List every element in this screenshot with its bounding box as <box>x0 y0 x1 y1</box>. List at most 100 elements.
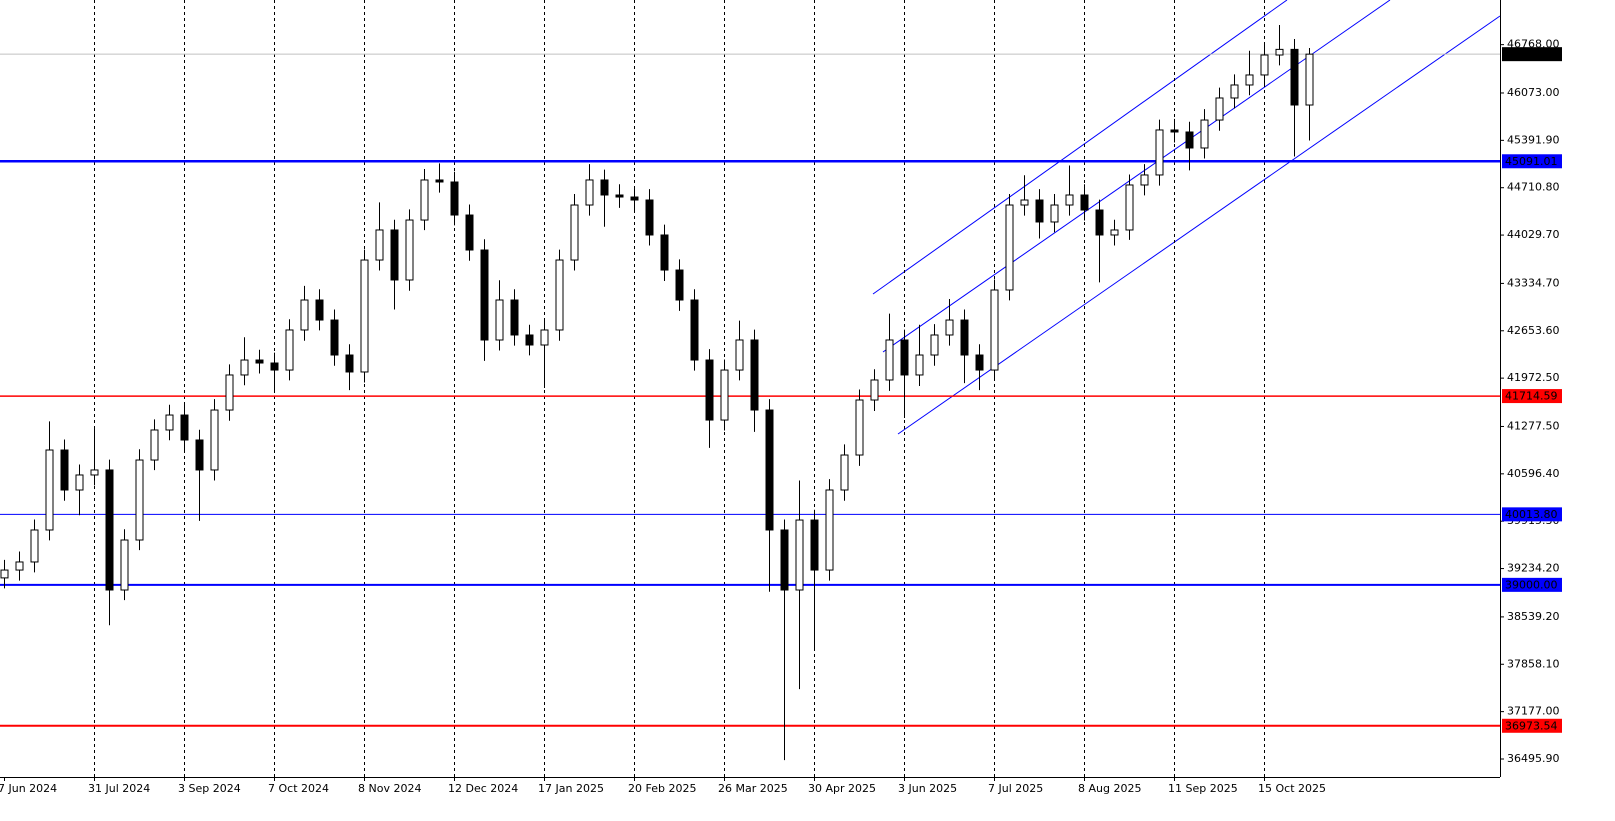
candle-body <box>615 194 624 198</box>
candle-body <box>1005 204 1014 291</box>
candle-body <box>120 539 129 591</box>
x-tick-label: 26 Mar 2025 <box>718 782 788 795</box>
candle-body <box>1095 209 1104 236</box>
y-tick-label: 42653.60 <box>1507 324 1560 337</box>
current-price-label: 46631.25 <box>1505 48 1558 61</box>
candle-body <box>690 299 699 361</box>
x-tick-label: 11 Sep 2025 <box>1168 782 1238 795</box>
candle-body <box>270 362 279 371</box>
x-tick-label: 8 Aug 2025 <box>1078 782 1141 795</box>
candle-body <box>585 179 594 206</box>
candle-body <box>1140 174 1149 186</box>
candle-body <box>105 469 114 591</box>
x-tick-label: 30 Apr 2025 <box>808 782 876 795</box>
candle-body <box>450 181 459 216</box>
candle-body <box>240 359 249 376</box>
candle-body <box>360 259 369 373</box>
candle-body <box>495 299 504 341</box>
level-label-box <box>1502 154 1562 169</box>
candle-body <box>795 519 804 591</box>
candle-body <box>330 319 339 356</box>
candle-body <box>420 179 429 221</box>
level-label: 39000.00 <box>1505 578 1558 591</box>
candle-body <box>945 319 954 336</box>
y-tick-label: 43334.70 <box>1507 276 1560 289</box>
y-tick-label: 40596.40 <box>1507 467 1560 480</box>
candle-body <box>1110 229 1119 236</box>
x-tick-label: 31 Jul 2024 <box>88 782 150 795</box>
candle-body <box>855 399 864 456</box>
candle-body <box>1260 54 1269 76</box>
x-tick-label: 7 Jun 2024 <box>0 782 57 795</box>
level-label-box <box>1502 389 1562 404</box>
candle-body <box>1125 184 1134 231</box>
candle-body <box>660 234 669 271</box>
candle-body <box>375 229 384 261</box>
candle-body <box>75 474 84 491</box>
candle-body <box>810 519 819 571</box>
y-tick-label: 41277.50 <box>1507 419 1560 432</box>
y-tick-label: 46073.00 <box>1507 86 1560 99</box>
candle-body <box>345 354 354 373</box>
level-label: 40013.80 <box>1505 508 1558 521</box>
candle-body <box>960 319 969 356</box>
y-tick-label: 37177.00 <box>1507 705 1560 718</box>
candle-body <box>630 196 639 201</box>
candle-body <box>540 329 549 346</box>
candle-body <box>900 339 909 376</box>
candle-body <box>705 359 714 421</box>
y-tick-label: 36495.90 <box>1507 752 1560 765</box>
candle-body <box>990 289 999 371</box>
candle-body <box>1215 97 1224 121</box>
candle-body <box>15 561 24 571</box>
candle-body <box>525 334 534 346</box>
candle-body <box>45 449 54 531</box>
candle-body <box>915 354 924 376</box>
candle-body <box>1275 48 1284 56</box>
y-tick-label: 37858.10 <box>1507 657 1560 670</box>
candle-body <box>135 459 144 541</box>
candle-body <box>510 299 519 336</box>
candle-body <box>465 214 474 251</box>
candle-body <box>645 199 654 236</box>
candle-body <box>720 369 729 421</box>
y-tick-label: 38539.20 <box>1507 610 1560 623</box>
candle-body <box>1185 131 1194 149</box>
candle-body <box>480 249 489 341</box>
level-label: 41714.59 <box>1505 390 1558 403</box>
candle-body <box>0 569 9 579</box>
level-label-box <box>1502 507 1562 522</box>
candle-body <box>1020 199 1029 206</box>
candle-body <box>225 374 234 411</box>
candle-body <box>30 529 39 563</box>
candle-body <box>195 439 204 471</box>
candle-body <box>390 229 399 281</box>
candle-body <box>315 299 324 321</box>
candle-body <box>975 354 984 371</box>
candle-body <box>735 339 744 371</box>
candle-body <box>435 179 444 183</box>
candle-body <box>840 454 849 491</box>
level-label: 36973.54 <box>1505 719 1558 732</box>
candle-body <box>210 409 219 471</box>
channel-upper <box>872 0 1288 295</box>
y-tick-label: 39234.20 <box>1507 562 1560 575</box>
candle-body <box>675 269 684 301</box>
y-tick-label: 41972.50 <box>1507 371 1560 384</box>
candle-body <box>600 179 609 196</box>
candle-body <box>1050 204 1059 223</box>
candle-body <box>825 489 834 571</box>
candle-body <box>885 339 894 381</box>
current-price-label-box <box>1502 47 1562 62</box>
x-tick-label: 8 Nov 2024 <box>358 782 421 795</box>
candle-body <box>1230 84 1239 99</box>
candle-body <box>1080 194 1089 211</box>
candle-body <box>150 429 159 461</box>
candle-body <box>180 414 189 441</box>
candle-body <box>285 329 294 371</box>
y-tick-label: 45391.90 <box>1507 133 1560 146</box>
x-tick-label: 7 Jul 2025 <box>988 782 1043 795</box>
candle-body <box>1245 74 1254 86</box>
